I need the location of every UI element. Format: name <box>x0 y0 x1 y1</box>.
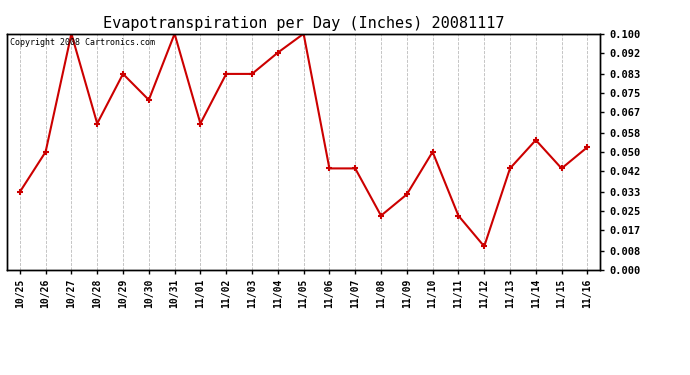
Text: Copyright 2008 Cartronics.com: Copyright 2008 Cartronics.com <box>10 39 155 48</box>
Title: Evapotranspiration per Day (Inches) 20081117: Evapotranspiration per Day (Inches) 2008… <box>103 16 504 31</box>
